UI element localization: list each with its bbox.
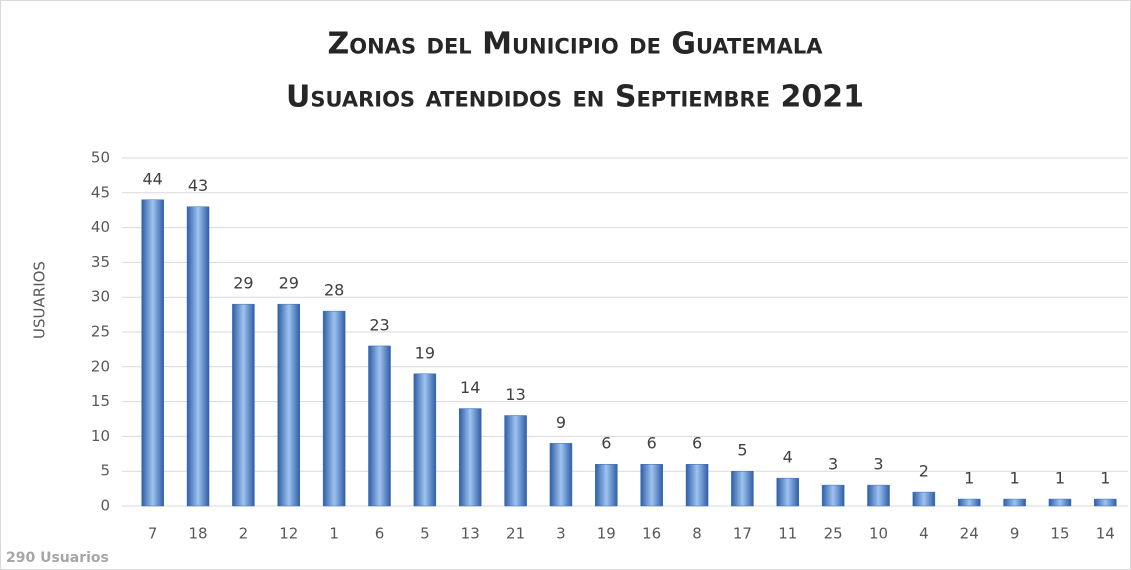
y-tick-label: 40 <box>91 218 110 236</box>
bar <box>458 408 482 507</box>
x-tick-label: 14 <box>1096 525 1115 543</box>
bar <box>368 345 391 507</box>
chart-subtitle: Usuarios atendidos en Septiembre 2021 <box>286 80 864 115</box>
data-label: 1 <box>964 469 974 488</box>
bar <box>413 373 437 507</box>
data-label: 29 <box>279 274 299 293</box>
x-tick-label: 18 <box>188 525 207 543</box>
data-label: 44 <box>143 169 163 188</box>
x-tick-label: 24 <box>960 525 979 543</box>
y-tick-label: 25 <box>91 323 110 341</box>
x-tick-label: 8 <box>692 525 702 543</box>
bar <box>1048 498 1072 507</box>
x-tick-label: 25 <box>824 525 843 543</box>
y-axis-label: USUARIOS <box>31 261 49 339</box>
bar <box>821 484 845 507</box>
footnote: 290 Usuarios <box>6 550 109 566</box>
x-tick-label: 4 <box>919 525 929 543</box>
x-tick-label: 21 <box>506 525 525 543</box>
y-tick-label: 5 <box>100 462 110 480</box>
data-label: 6 <box>692 434 702 453</box>
bar <box>595 463 618 507</box>
y-tick-label: 15 <box>91 392 110 410</box>
y-tick-label: 35 <box>91 253 110 271</box>
data-label: 28 <box>324 281 344 300</box>
chart-title: Zonas del Municipio de Guatemala <box>328 27 824 62</box>
bar <box>685 463 709 507</box>
x-tick-label: 5 <box>420 525 430 543</box>
y-tick-label: 50 <box>91 149 110 167</box>
bar <box>322 310 346 507</box>
bar <box>957 498 981 507</box>
data-label: 29 <box>233 274 253 293</box>
bar <box>549 443 573 507</box>
bar <box>912 491 936 507</box>
x-tick-label: 3 <box>556 525 566 543</box>
x-tick-label: 10 <box>869 525 888 543</box>
bar <box>731 470 754 507</box>
data-label: 9 <box>556 413 566 432</box>
data-label: 3 <box>828 455 838 474</box>
data-label: 1 <box>1009 469 1019 488</box>
x-tick-label: 7 <box>148 525 158 543</box>
bar <box>1003 498 1026 507</box>
y-tick-label: 10 <box>91 427 110 445</box>
y-tick-label: 30 <box>91 288 110 306</box>
data-label: 13 <box>505 385 525 404</box>
x-tick-label: 2 <box>239 525 249 543</box>
x-tick-label: 15 <box>1050 525 1069 543</box>
bar <box>232 303 255 507</box>
x-tick-label: 12 <box>279 525 298 543</box>
bar <box>277 303 301 507</box>
bar <box>640 463 663 507</box>
data-label: 1 <box>1055 469 1065 488</box>
data-label: 6 <box>601 434 611 453</box>
y-tick-label: 0 <box>100 497 110 515</box>
data-label: 4 <box>783 448 793 467</box>
bar <box>186 206 210 507</box>
data-label: 5 <box>737 441 747 460</box>
data-label: 19 <box>415 343 435 362</box>
x-tick-label: 11 <box>778 525 797 543</box>
x-tick-label: 19 <box>597 525 616 543</box>
x-tick-label: 6 <box>375 525 385 543</box>
x-tick-label: 9 <box>1010 525 1020 543</box>
x-tick-label: 1 <box>329 525 339 543</box>
x-tick-label: 17 <box>733 525 752 543</box>
x-tick-label: 13 <box>461 525 480 543</box>
data-label: 2 <box>919 462 929 481</box>
bar <box>504 415 527 507</box>
data-label: 43 <box>188 176 208 195</box>
data-label: 1 <box>1100 469 1110 488</box>
bar <box>1094 498 1117 507</box>
bar <box>776 477 800 507</box>
y-tick-label: 45 <box>91 183 110 201</box>
bar <box>867 484 890 507</box>
data-label: 6 <box>647 434 657 453</box>
y-tick-label: 20 <box>91 357 110 375</box>
x-tick-label: 16 <box>642 525 661 543</box>
data-label: 3 <box>873 455 883 474</box>
bar <box>141 199 164 507</box>
data-label: 23 <box>369 315 389 334</box>
data-label: 14 <box>460 378 480 397</box>
